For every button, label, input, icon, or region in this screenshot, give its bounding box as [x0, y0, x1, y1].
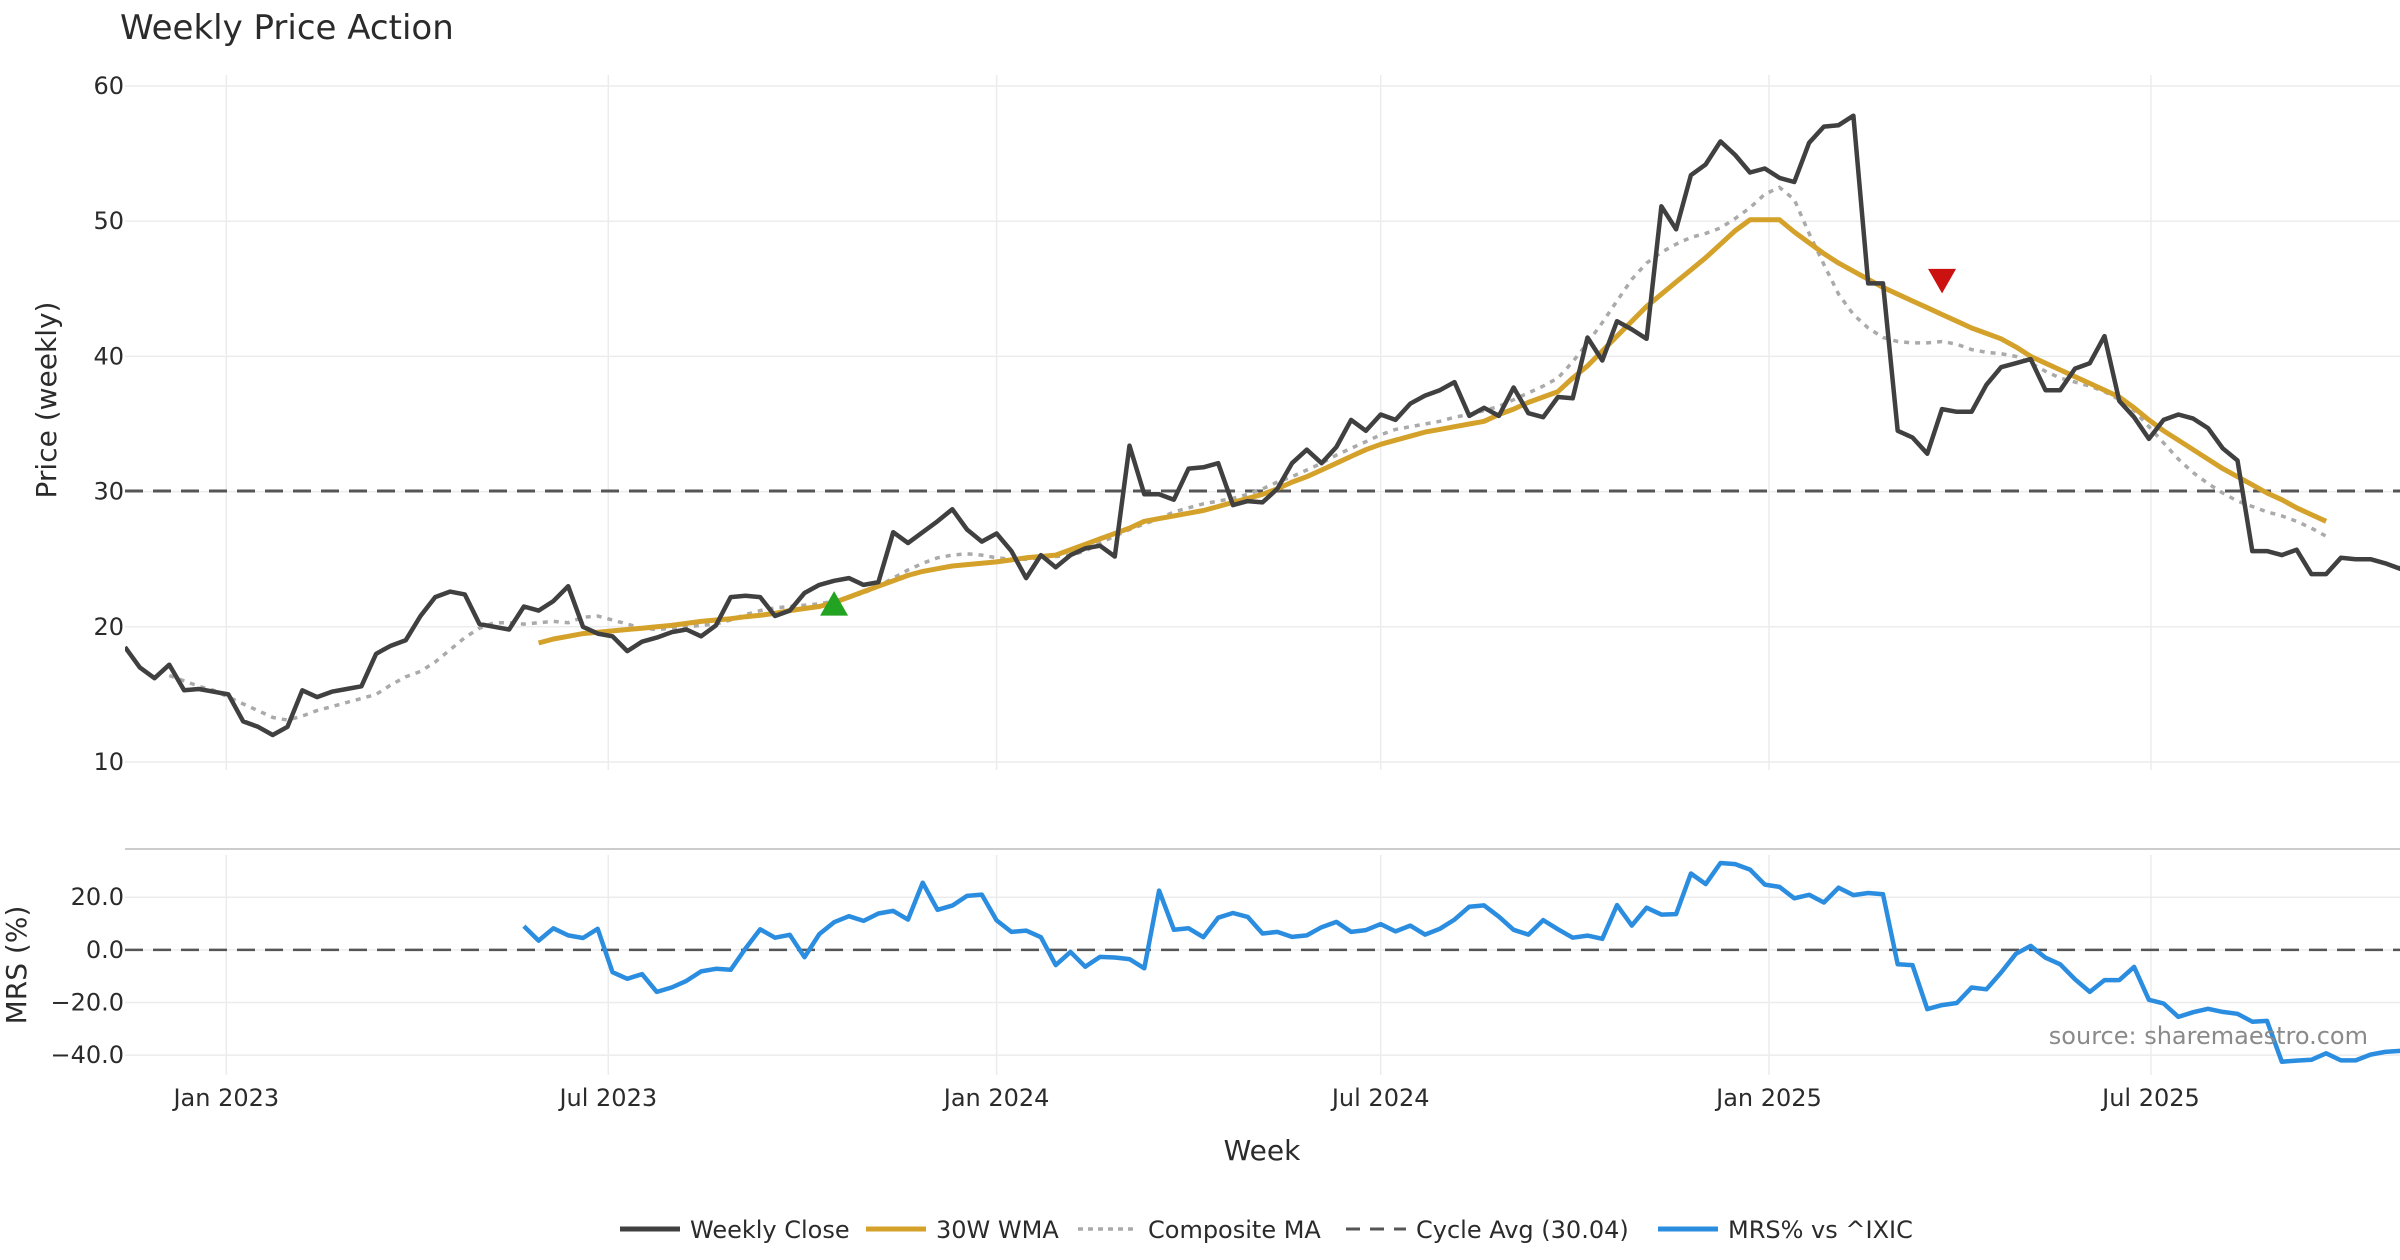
x-gridlines [225, 75, 2152, 1075]
x-tick-label: Jan 2024 [942, 1084, 1050, 1112]
legend-label: Weekly Close [690, 1216, 850, 1244]
x-tick-label: Jan 2023 [171, 1084, 279, 1112]
legend-label: Cycle Avg (30.04) [1416, 1216, 1629, 1244]
mrs-series [125, 860, 2400, 1064]
buy-signal-marker [820, 591, 849, 616]
mrs-y-tick-labels: 20.0 0.0 −20.0 −40.0 [50, 883, 124, 1069]
x-tick-label: Jul 2025 [2100, 1084, 2200, 1112]
source-annotation: source: sharemaestro.com [2049, 1022, 2368, 1050]
weekly-close-line [125, 113, 2400, 738]
mrs-y-tick-label: 0.0 [86, 936, 124, 964]
x-tick-labels: Jan 2023 Jul 2023 Jan 2024 Jul 2024 Jan 2025… [171, 1084, 2199, 1112]
x-tick-label: Jul 2023 [557, 1084, 657, 1112]
wma-30w-line [537, 217, 2328, 646]
price-y-tick-label: 40 [93, 342, 124, 370]
price-series [125, 113, 2400, 738]
chart-legend: Weekly Close 30W WMA Composite MA Cycle Avg… [620, 1216, 1913, 1244]
price-y-tick-label: 10 [93, 748, 124, 776]
chart-title: Weekly Price Action [120, 8, 454, 48]
price-y-tick-label: 30 [93, 478, 124, 506]
price-y-axis-label: Price (weekly) [30, 302, 63, 499]
mrs-y-tick-label: −40.0 [50, 1041, 124, 1069]
price-gridlines [125, 85, 2400, 763]
x-tick-label: Jan 2025 [1714, 1084, 1822, 1112]
price-y-tick-label: 60 [93, 72, 124, 100]
mrs-y-tick-label: −20.0 [50, 988, 124, 1016]
legend-label: 30W WMA [936, 1216, 1059, 1244]
composite-ma-line [168, 185, 2327, 722]
x-axis-label: Week [1224, 1134, 1301, 1167]
sell-signal-marker [1928, 268, 1957, 294]
x-tick-label: Jul 2024 [1330, 1084, 1430, 1112]
mrs-y-tick-label: 20.0 [71, 883, 124, 911]
mrs-line [522, 860, 2400, 1064]
mrs-y-axis-label: MRS (%) [0, 906, 33, 1025]
legend-label: MRS% vs ^IXIC [1728, 1216, 1913, 1244]
price-y-tick-labels: 10 20 30 40 50 60 [93, 72, 124, 776]
price-y-tick-label: 20 [93, 613, 124, 641]
legend-label: Composite MA [1148, 1216, 1321, 1244]
price-y-tick-label: 50 [93, 207, 124, 235]
